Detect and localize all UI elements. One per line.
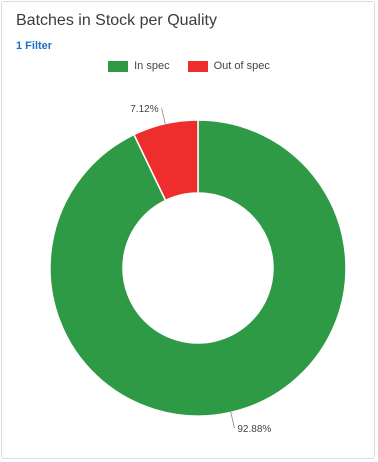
legend-label-in-spec: In spec <box>134 60 170 72</box>
legend-swatch-in-spec <box>108 60 129 72</box>
data-label-leader <box>229 410 235 429</box>
chart-title: Batches in Stock per Quality <box>16 12 217 29</box>
filter-link[interactable]: 1 Filter <box>16 40 53 52</box>
legend-item-out-of-spec[interactable]: Out of spec <box>187 60 270 72</box>
legend-item-in-spec[interactable]: In spec <box>108 60 170 72</box>
legend-label-out-of-spec: Out of spec <box>213 60 270 72</box>
data-label-leader <box>161 107 167 126</box>
legend-swatch-out-of-spec <box>187 60 208 72</box>
data-label-out-of-spec: 7.12% <box>130 104 158 115</box>
donut-slice-in-spec[interactable] <box>49 119 347 417</box>
data-label-in-spec: 92.88% <box>237 424 271 435</box>
donut-slice-out-of-spec[interactable] <box>132 119 199 202</box>
chart-legend: In spec Out of spec <box>2 60 376 72</box>
